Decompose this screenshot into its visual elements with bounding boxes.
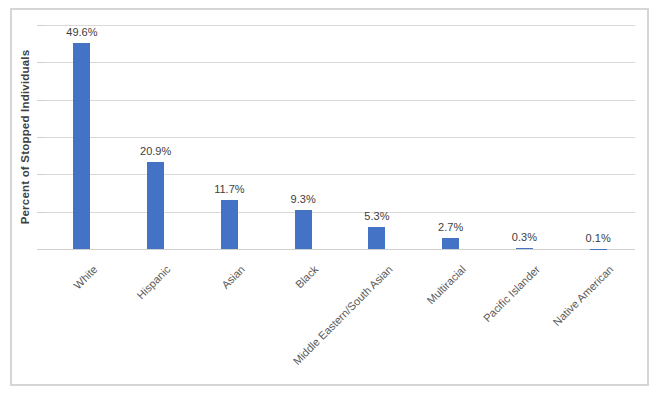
y-axis-tick [37, 62, 45, 63]
bars-container: 49.6% 20.9% 11.7% 9.3% 5.3% 2.7% 0.3% 0.1% [45, 25, 635, 249]
x-label-cell: Asian [193, 258, 267, 384]
bar [73, 43, 90, 249]
data-label: 49.6% [66, 26, 97, 38]
y-axis-tick [37, 174, 45, 175]
bar-column: 2.7% [414, 25, 488, 249]
y-axis-tick [37, 137, 45, 138]
bar [147, 162, 164, 249]
bar-column: 0.3% [488, 25, 562, 249]
data-label: 5.3% [364, 210, 389, 222]
x-axis-label: Hispanic [135, 263, 173, 301]
y-axis-title: Percent of Stopped Individuals [19, 50, 31, 225]
bar [516, 248, 533, 249]
x-axis-label: Multiracial [425, 263, 468, 306]
plot-area: 49.6% 20.9% 11.7% 9.3% 5.3% 2.7% 0.3% 0.1% [45, 25, 635, 250]
x-label-cell: Middle Eastern/South Asian [340, 258, 414, 384]
data-label: 20.9% [140, 145, 171, 157]
data-label: 9.3% [291, 193, 316, 205]
bar [368, 227, 385, 249]
bar-column: 20.9% [119, 25, 193, 249]
data-label: 11.7% [214, 183, 244, 195]
x-label-cell: White [45, 258, 119, 384]
x-axis-label: Asian [219, 263, 247, 291]
y-axis-title-box: Percent of Stopped Individuals [12, 25, 38, 249]
bar [442, 238, 459, 249]
y-axis-tick [37, 212, 45, 213]
y-axis-tick [37, 249, 45, 250]
bar-column: 49.6% [45, 25, 119, 249]
x-label-cell: Multiracial [414, 258, 488, 384]
x-label-cell: Hispanic [119, 258, 193, 384]
data-label: 2.7% [438, 221, 463, 233]
bar-column: 0.1% [561, 25, 635, 249]
x-label-cell: Native American [561, 258, 635, 384]
x-label-cell: Pacific Islander [488, 258, 562, 384]
bar-column: 11.7% [193, 25, 267, 249]
bar [221, 200, 238, 249]
bar-column: 5.3% [340, 25, 414, 249]
bar-column: 9.3% [266, 25, 340, 249]
x-axis-label: Pacific Islander [481, 263, 542, 324]
bar [295, 210, 312, 249]
y-axis-tick [37, 100, 45, 101]
data-label: 0.1% [586, 232, 611, 244]
x-axis-labels: White Hispanic Asian Black Middle Eastern/So… [45, 258, 635, 384]
x-axis-label: White [71, 263, 99, 291]
chart-screenshot: { "chart_data": { "type": "bar", "title"… [0, 0, 659, 400]
x-axis-label: Black [293, 263, 321, 291]
data-label: 0.3% [512, 231, 537, 243]
y-axis-tick [37, 25, 45, 26]
